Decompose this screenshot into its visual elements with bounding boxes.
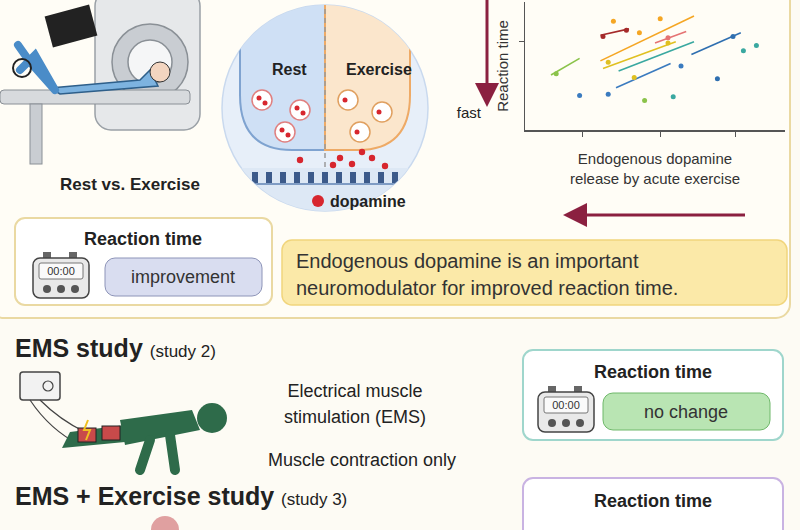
svg-text:stimulation (EMS): stimulation (EMS) xyxy=(284,407,426,427)
svg-text:neuromodulator for improved re: neuromodulator for improved reaction tim… xyxy=(296,277,678,299)
svg-text:fast: fast xyxy=(457,104,482,121)
svg-text:dopamine: dopamine xyxy=(330,193,406,210)
svg-text:EMS + Exercise study (study 3): EMS + Exercise study (study 3) xyxy=(15,482,347,510)
svg-text:Reaction time: Reaction time xyxy=(594,491,712,511)
svg-text:Electrical muscle: Electrical muscle xyxy=(287,381,422,401)
svg-text:Exercise: Exercise xyxy=(346,61,412,78)
svg-text:Rest: Rest xyxy=(272,61,307,78)
svg-text:Reaction time: Reaction time xyxy=(594,362,712,382)
svg-text:Endogenous dopamine is an impo: Endogenous dopamine is an important xyxy=(296,250,639,272)
svg-text:00:00: 00:00 xyxy=(47,265,75,277)
svg-text:00:00: 00:00 xyxy=(552,399,580,411)
svg-text:Muscle contraction only: Muscle contraction only xyxy=(268,450,456,470)
svg-text:no change: no change xyxy=(644,402,728,422)
svg-text:EMS study (study 2): EMS study (study 2) xyxy=(15,334,216,362)
svg-text:Reaction time: Reaction time xyxy=(494,20,511,112)
svg-text:Reaction time: Reaction time xyxy=(84,229,202,249)
svg-text:Rest vs. Exercise: Rest vs. Exercise xyxy=(60,175,200,194)
svg-text:Endogenous dopaminerelease by: Endogenous dopaminerelease by acute exer… xyxy=(570,150,740,187)
svg-text:improvement: improvement xyxy=(131,267,235,287)
